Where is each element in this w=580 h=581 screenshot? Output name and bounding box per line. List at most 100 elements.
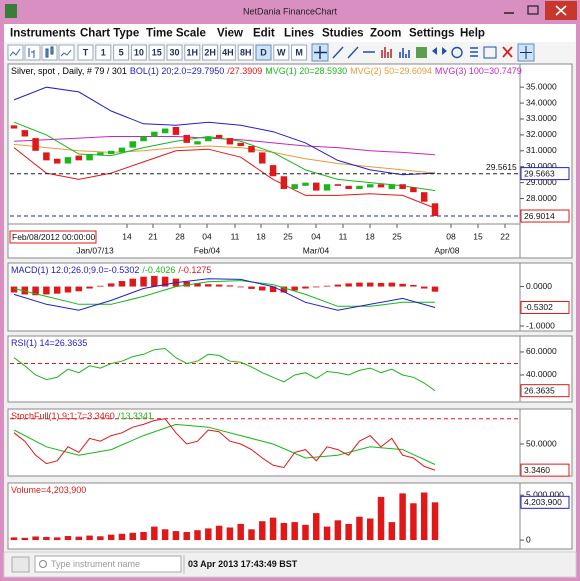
histogram-bar <box>323 285 331 287</box>
x-month-label: Jan/07/13 <box>76 245 114 255</box>
price-level-label: 29.5615 <box>486 162 517 172</box>
minimize-button[interactable] <box>497 2 521 20</box>
candle-body <box>431 203 439 217</box>
x-tick-label: 08 <box>446 231 456 241</box>
tool-button[interactable] <box>58 44 75 61</box>
interval-label: M <box>295 47 303 57</box>
interval-button[interactable] <box>148 44 165 61</box>
histogram-bar <box>237 523 244 541</box>
interval-button[interactable] <box>113 44 130 61</box>
interval-button[interactable] <box>95 44 112 61</box>
histogram-bar <box>388 282 396 287</box>
last-value-box <box>520 463 570 477</box>
histogram-bar <box>183 531 190 541</box>
x-tick-label: 21 <box>148 231 158 241</box>
panel-frame <box>7 335 573 403</box>
tool-button[interactable] <box>7 44 24 61</box>
indicator-line <box>13 347 436 392</box>
interval-label: T <box>83 47 89 57</box>
interval-label: 4H <box>222 47 234 57</box>
histogram-bar <box>280 523 288 541</box>
x-month-label: Feb/04 <box>194 245 221 255</box>
histogram-bar <box>431 502 439 541</box>
candle-body <box>183 134 190 143</box>
menu-item[interactable]: Studies <box>322 28 364 40</box>
search-box[interactable] <box>34 555 182 573</box>
candle-body <box>323 184 331 191</box>
interval-button[interactable] <box>130 44 147 61</box>
candle-body <box>151 131 158 137</box>
tool-icon <box>60 49 72 57</box>
x-tick-label: 11 <box>231 231 240 241</box>
chart-type-icons[interactable] <box>7 44 75 61</box>
menu-item[interactable]: Instruments <box>10 28 76 40</box>
histogram-bar <box>205 528 212 541</box>
legend-entry: /-0.4026 <box>142 265 175 275</box>
menu-item[interactable]: Zoom <box>370 28 401 40</box>
y-tick-label: -1.0000 <box>526 320 555 330</box>
histogram-bar <box>32 536 39 541</box>
y-tick-label: 28.0000 <box>526 193 557 203</box>
x-tick-label: 25 <box>283 231 293 241</box>
x-tick-label: 04 <box>311 231 321 241</box>
histogram-bar <box>151 526 158 541</box>
candle-body <box>345 185 352 189</box>
level-marker-label: 29.5663 <box>524 168 555 178</box>
histogram-bar <box>356 282 363 287</box>
tool-icon <box>45 46 54 58</box>
y-tick-label: 29.0000 <box>526 177 557 187</box>
last-value-label: -0.5302 <box>524 302 553 312</box>
menu-item[interactable]: Settings <box>409 28 454 40</box>
scroll-icon <box>432 47 447 55</box>
panel-frame <box>7 408 573 477</box>
menu-item[interactable]: Time Scale <box>146 28 206 40</box>
y-tick-label: 35.0000 <box>526 81 557 91</box>
menu-item[interactable]: Chart Type <box>80 28 139 40</box>
indicator-line <box>13 147 436 209</box>
interval-button[interactable] <box>184 44 201 61</box>
histogram-bar <box>205 284 212 287</box>
study-icon <box>381 47 392 58</box>
menu-bar <box>4 24 576 42</box>
candle-body <box>259 152 266 164</box>
histogram-bar <box>140 276 147 287</box>
interval-label: 10 <box>134 47 144 57</box>
menu-item[interactable]: View <box>217 28 243 40</box>
interval-button[interactable] <box>255 44 272 61</box>
menu-item[interactable]: Edit <box>253 28 275 40</box>
interval-label: 2H <box>204 47 216 57</box>
interval-button[interactable] <box>166 44 183 61</box>
panel-legend: StochFull(1) 9;1;7=3.3460/13.3341 <box>11 411 153 421</box>
histogram-bar <box>86 286 93 289</box>
drawing-tools[interactable] <box>311 43 535 62</box>
histogram-bar <box>140 531 147 541</box>
interval-button[interactable] <box>77 44 94 61</box>
tool-button[interactable] <box>41 44 58 61</box>
candle-body <box>32 138 39 151</box>
interval-button[interactable] <box>291 44 308 61</box>
histogram-bar <box>129 278 136 287</box>
interval-button[interactable] <box>219 44 236 61</box>
legend-entry: BOL(1) 20;2.0=29.7950 <box>130 66 224 76</box>
histogram-bar <box>291 286 298 291</box>
window-controls[interactable] <box>497 1 577 20</box>
interval-label: 8H <box>240 47 252 57</box>
menu-item[interactable]: Lines <box>284 28 314 40</box>
maximize-button[interactable] <box>521 2 545 20</box>
histogram-bar <box>43 286 50 295</box>
histogram-bar <box>334 284 342 287</box>
interval-button[interactable] <box>202 44 219 61</box>
legend-entry: Silver, spot , Daily, # 79 / 301 <box>11 66 127 76</box>
x-tick-label: 25 <box>392 231 402 241</box>
candle-body <box>388 184 396 189</box>
list-icon <box>470 47 478 57</box>
panel-legend: RSI(1) 14=26.3635 <box>11 338 87 348</box>
interval-button[interactable] <box>273 44 290 61</box>
menu-item[interactable]: Help <box>460 28 485 40</box>
legend-entry: MVG(1) 20=28.5930 <box>265 66 347 76</box>
interval-button[interactable] <box>237 44 254 61</box>
y-tick-label: 50.0000 <box>526 438 557 448</box>
candle-body <box>205 136 212 142</box>
indicator-line <box>13 143 436 174</box>
candle-body <box>399 184 406 189</box>
